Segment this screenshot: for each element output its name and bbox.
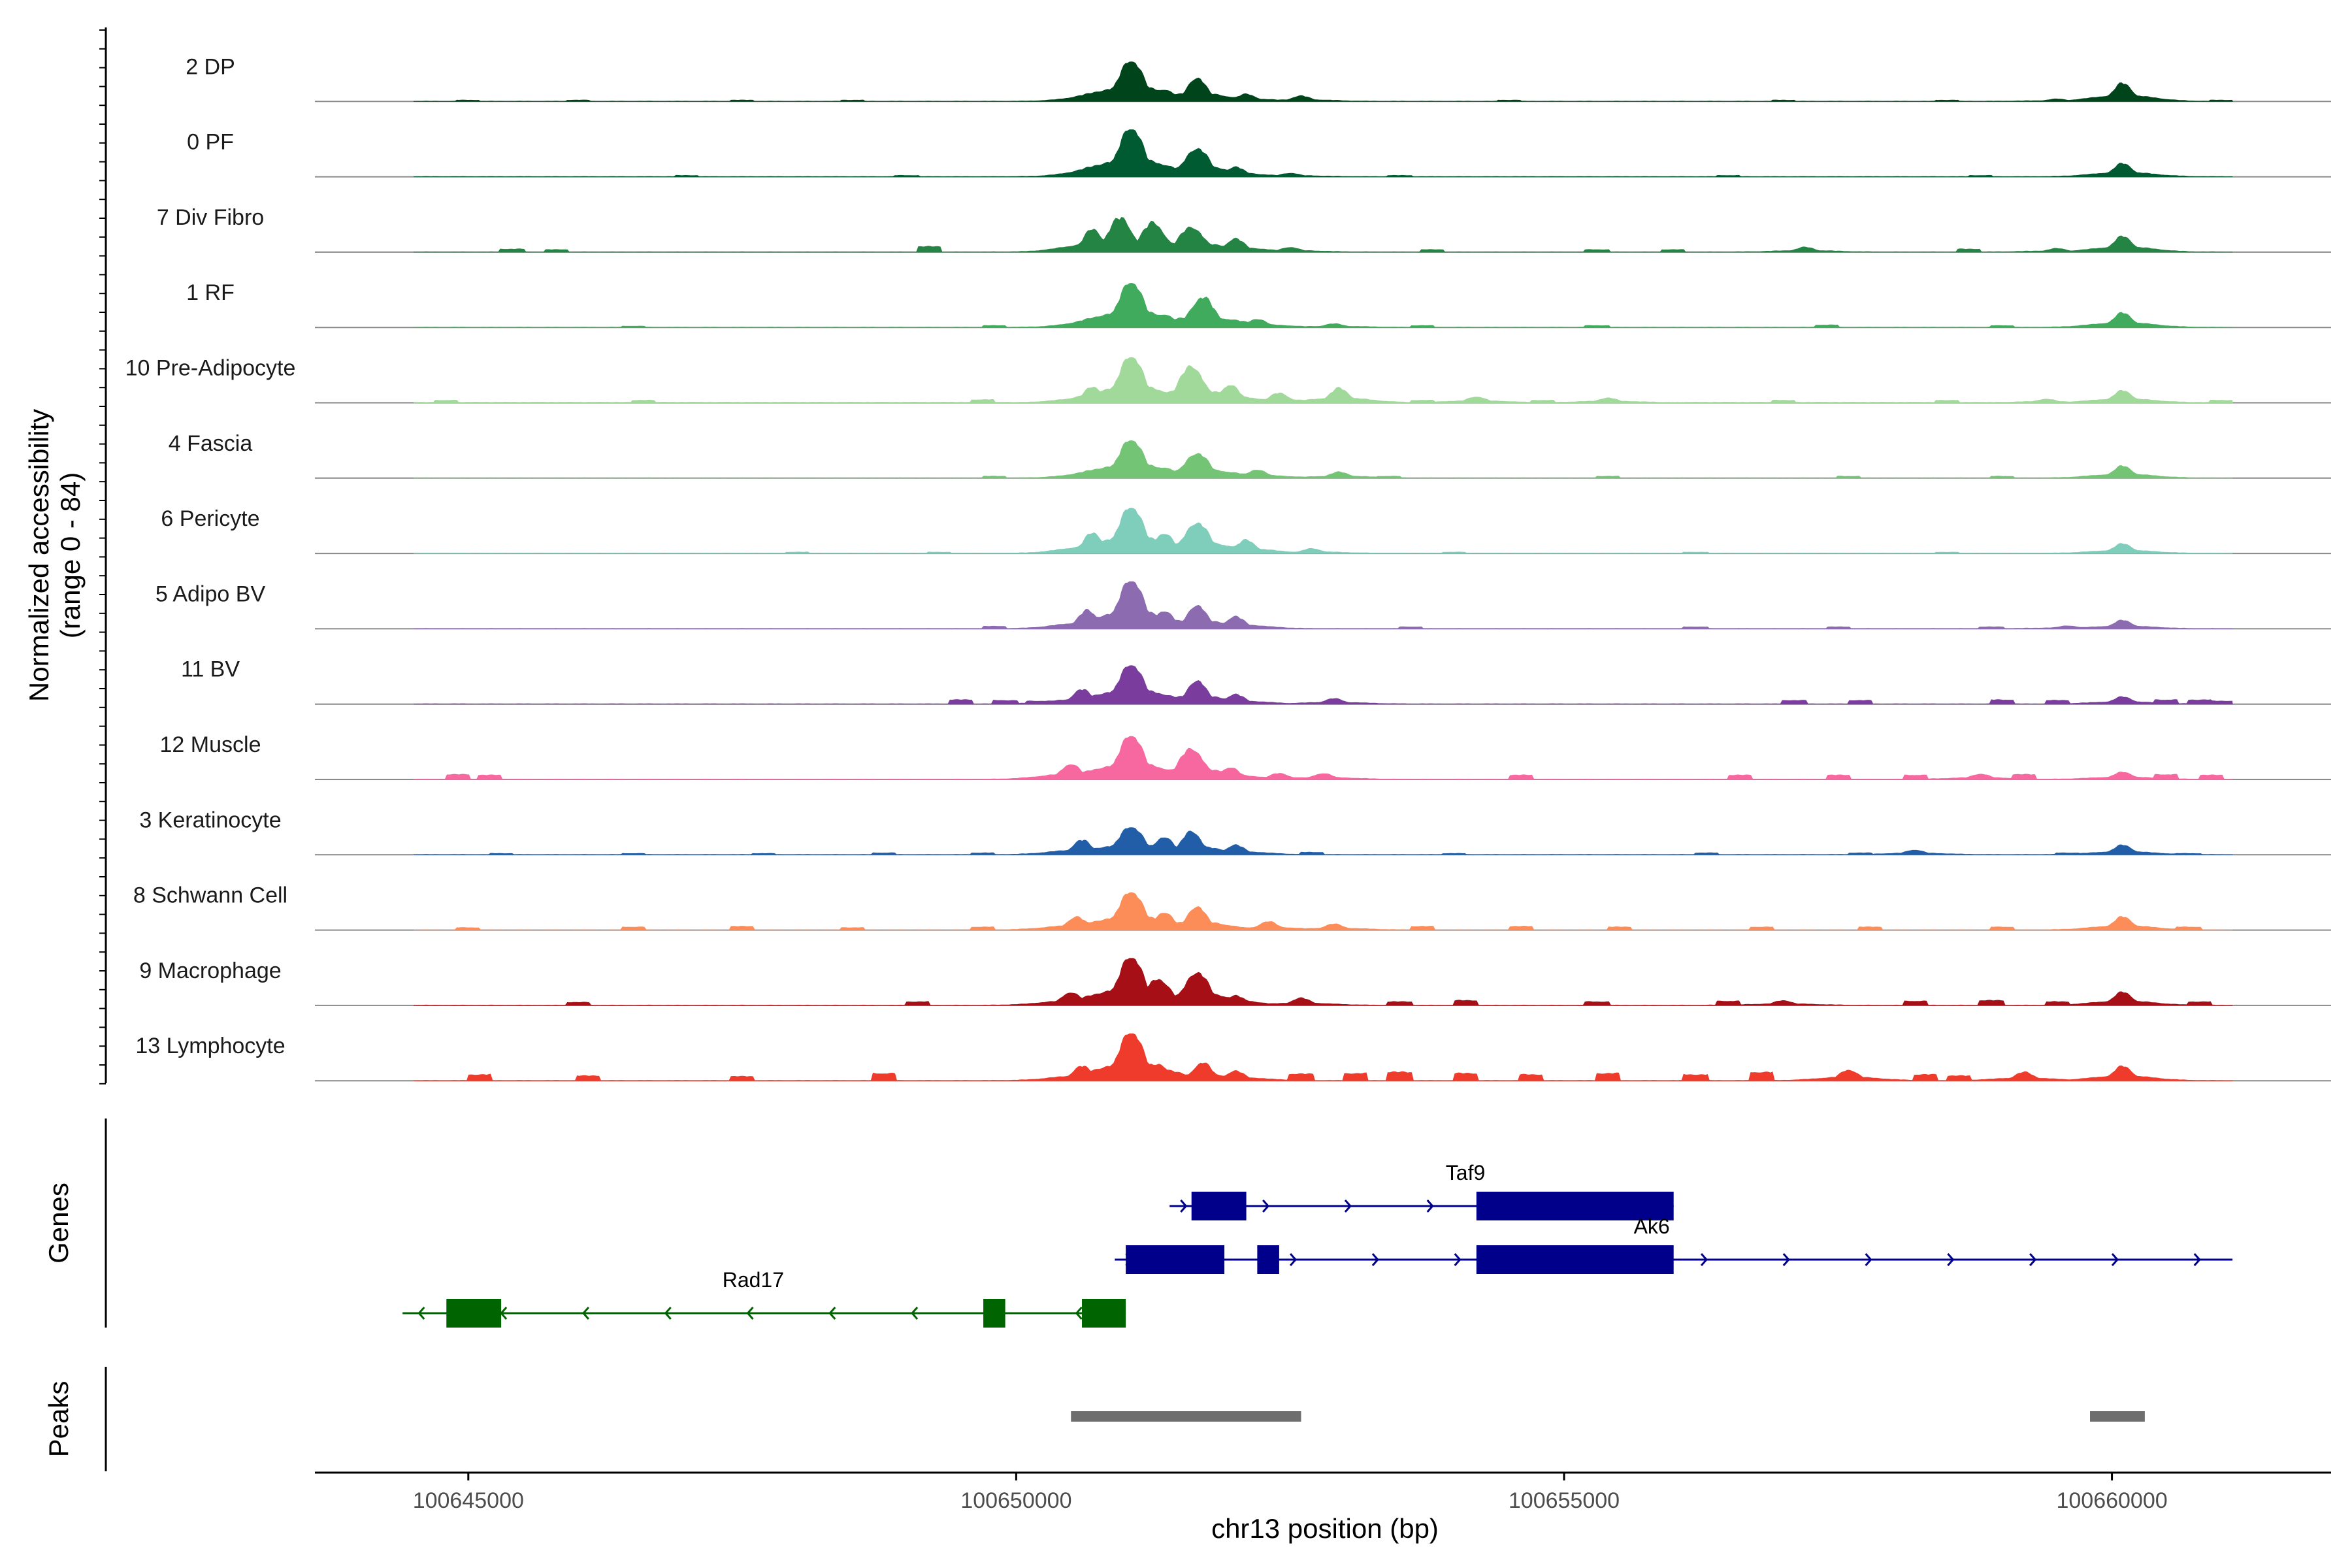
- strand-arrow-icon: [1865, 1253, 1872, 1266]
- track-5-adipo-bv: 5 Adipo BV: [155, 581, 2331, 630]
- y-axis-title-range: (range 0 - 84): [55, 472, 86, 638]
- track-label: 7 Div Fibro: [157, 205, 264, 230]
- track-label: 13 Lymphocyte: [135, 1034, 285, 1058]
- exon: [1257, 1245, 1279, 1274]
- track-10-pre-adipocyte: 10 Pre-Adipocyte: [125, 356, 2331, 404]
- track-4-fascia: 4 Fascia: [169, 431, 2331, 479]
- track-signal: [413, 129, 2233, 178]
- track-label: 6 Pericyte: [161, 506, 259, 531]
- track-signal: [413, 581, 2233, 629]
- strand-arrow-icon: [746, 1307, 754, 1320]
- track-label: 12 Muscle: [160, 732, 261, 757]
- track-7-div-fibro: 7 Div Fibro: [157, 205, 2331, 253]
- track-2-dp: 2 DP: [186, 54, 2331, 103]
- peak-bar: [1071, 1411, 1301, 1422]
- strand-arrow-icon: [1180, 1200, 1188, 1213]
- gene-label: Taf9: [1446, 1161, 1485, 1184]
- track-label: 10 Pre-Adipocyte: [125, 356, 296, 381]
- track-signal: [413, 665, 2233, 705]
- track-label: 0 PF: [187, 130, 234, 155]
- track-6-pericyte: 6 Pericyte: [161, 506, 2331, 555]
- exon: [1476, 1245, 1575, 1274]
- x-tick-label: 100645000: [413, 1488, 524, 1513]
- exon: [1082, 1299, 1126, 1328]
- exon: [1476, 1192, 1674, 1220]
- strand-arrow-icon: [664, 1307, 672, 1320]
- y-axis-title: Normalized accessibility (range 0 - 84): [24, 409, 86, 702]
- strand-arrow-icon: [1344, 1200, 1352, 1213]
- coverage-y-ticks: [99, 29, 106, 1085]
- genes-panel-title: Genes: [43, 1183, 74, 1264]
- track-signal: [413, 1033, 2233, 1081]
- strand-arrow-icon: [1371, 1253, 1379, 1266]
- x-axis-title: chr13 position (bp): [1211, 1513, 1439, 1544]
- strand-arrow-icon: [417, 1307, 425, 1320]
- peaks-panel-title: Peaks: [43, 1381, 74, 1458]
- track-label: 9 Macrophage: [139, 958, 281, 983]
- strand-arrow-icon: [1289, 1253, 1298, 1266]
- strand-arrow-icon: [1075, 1307, 1083, 1320]
- track-label: 11 BV: [181, 657, 240, 682]
- track-signal: [413, 892, 2233, 931]
- strand-arrow-icon: [1426, 1200, 1434, 1213]
- exon: [1126, 1245, 1225, 1274]
- strand-arrow-icon: [2193, 1253, 2201, 1266]
- track-signal: [413, 282, 2233, 328]
- x-tick-label: 100650000: [960, 1488, 1071, 1513]
- track-13-lymphocyte: 13 Lymphocyte: [135, 1033, 2331, 1082]
- strand-arrow-icon: [2029, 1253, 2037, 1266]
- exon: [1191, 1192, 1247, 1220]
- track-signal: [413, 357, 2233, 404]
- gene-taf9: Taf9: [1169, 1161, 1674, 1220]
- track-signal: [413, 61, 2233, 102]
- track-label: 2 DP: [186, 54, 235, 79]
- strand-arrow-icon: [1262, 1200, 1270, 1213]
- track-label: 4 Fascia: [169, 431, 253, 456]
- track-signal: [413, 508, 2233, 554]
- exon: [1563, 1245, 1674, 1274]
- gene-label: Rad17: [723, 1268, 784, 1292]
- track-label: 1 RF: [186, 280, 235, 305]
- track-signal: [413, 440, 2233, 479]
- coverage-tracks: 2 DP 0 PF 7 Div Fibro 1 RF 10 Pre-Adipocyte 4…: [125, 54, 2331, 1082]
- strand-arrow-icon: [1454, 1253, 1462, 1266]
- track-label: 3 Keratinocyte: [139, 808, 281, 832]
- gene-annotations: Taf9 Ak6 Rad17: [402, 1161, 2233, 1328]
- strand-arrow-icon: [1700, 1253, 1708, 1266]
- track-12-muscle: 12 Muscle: [160, 732, 2331, 780]
- strand-arrow-icon: [1947, 1253, 1955, 1266]
- track-signal: [413, 827, 2233, 855]
- strand-arrow-icon: [828, 1307, 836, 1320]
- track-0-pf: 0 PF: [187, 129, 2331, 178]
- strand-arrow-icon: [2111, 1253, 2119, 1266]
- x-tick-label: 100655000: [1509, 1488, 1620, 1513]
- track-signal: [413, 217, 2233, 253]
- track-signal: [413, 958, 2233, 1006]
- gene-label: Ak6: [1634, 1215, 1670, 1238]
- peak-bar: [2090, 1411, 2145, 1422]
- strand-arrow-icon: [1782, 1253, 1790, 1266]
- exon: [983, 1299, 1005, 1328]
- track-9-macrophage: 9 Macrophage: [139, 958, 2331, 1006]
- track-label: 5 Adipo BV: [155, 581, 266, 606]
- strand-arrow-icon: [581, 1307, 590, 1320]
- x-axis-ticks: 100645000 100650000 100655000 100660000: [413, 1473, 2168, 1513]
- track-1-rf: 1 RF: [186, 280, 2331, 329]
- track-8-schwann-cell: 8 Schwann Cell: [133, 883, 2331, 931]
- strand-arrow-icon: [911, 1307, 919, 1320]
- gene-ak6: Ak6: [1115, 1215, 2233, 1274]
- gene-rad17: Rad17: [402, 1268, 1126, 1328]
- exon: [446, 1299, 502, 1328]
- x-tick-label: 100660000: [2056, 1488, 2167, 1513]
- track-label: 8 Schwann Cell: [133, 883, 287, 908]
- track-3-keratinocyte: 3 Keratinocyte: [139, 808, 2331, 856]
- peak-regions: [1071, 1411, 2145, 1422]
- track-11-bv: 11 BV: [181, 657, 2331, 705]
- y-axis-title-main: Normalized accessibility: [24, 409, 54, 702]
- track-signal: [413, 736, 2233, 780]
